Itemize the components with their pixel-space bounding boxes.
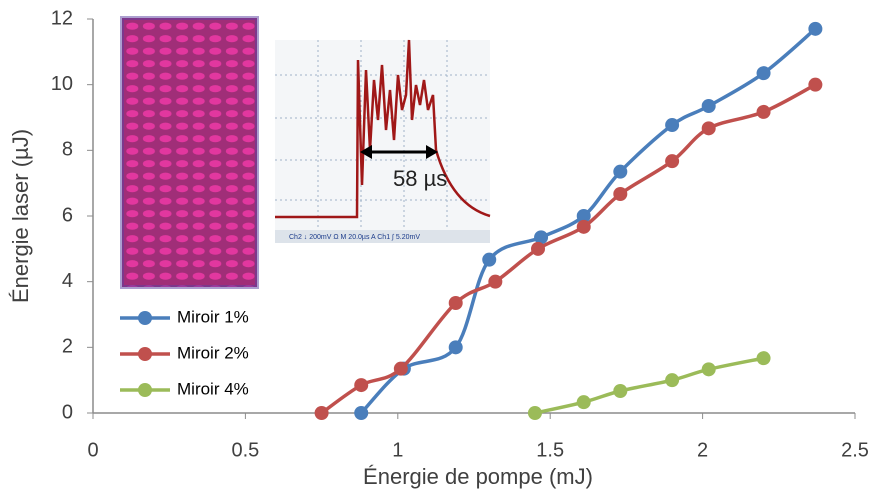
data-point: [448, 340, 463, 355]
y-tick-label: 4: [62, 270, 73, 292]
y-axis-title: Énergie laser (µJ): [8, 129, 33, 303]
y-tick-label: 2: [62, 336, 73, 358]
data-point: [393, 361, 408, 376]
y-tick-label: 0: [62, 401, 73, 423]
data-point: [808, 77, 823, 92]
data-point: [576, 209, 591, 223]
data-point: [701, 121, 716, 136]
data-point: [613, 384, 628, 399]
data-point: [701, 99, 716, 114]
legend-label: Miroir 4%: [177, 379, 249, 398]
data-point: [354, 406, 369, 420]
data-point: [314, 406, 329, 420]
data-point: [756, 66, 771, 81]
data-point: [808, 21, 823, 36]
data-point: [531, 241, 546, 256]
pulse-width-label: 58 µs: [393, 166, 447, 191]
y-tick-label: 6: [62, 204, 73, 226]
data-point: [534, 230, 549, 245]
scope-status: Ch2 ↓ 200mV Ω M 20.0µs A Ch1 ∫ 5.20mV: [289, 234, 420, 241]
legend-label: Miroir 1%: [177, 307, 249, 326]
data-point: [488, 274, 503, 289]
data-point: [756, 104, 771, 119]
x-tick-label: 0: [87, 439, 98, 461]
data-point: [354, 378, 369, 393]
data-point: [448, 296, 463, 311]
y-tick-label: 10: [51, 73, 73, 95]
x-tick-label: 1: [392, 439, 403, 461]
data-point: [756, 351, 771, 366]
data-point: [613, 164, 628, 179]
legend-label: Miroir 2%: [177, 343, 249, 362]
legend-swatch-marker: [138, 311, 152, 325]
x-tick-label: 0.5: [231, 439, 259, 461]
data-point: [665, 373, 680, 388]
data-point: [527, 406, 542, 420]
x-tick-label: 2: [697, 439, 708, 461]
x-axis-title: Énergie de pompe (mJ): [363, 464, 593, 489]
data-point: [576, 219, 591, 234]
y-tick-label: 8: [62, 139, 73, 161]
x-tick-label: 2.5: [841, 439, 869, 461]
data-point: [701, 362, 716, 377]
legend-swatch-marker: [138, 383, 152, 397]
x-tick-label: 1.5: [536, 439, 564, 461]
data-point: [613, 187, 628, 202]
data-point: [665, 118, 680, 133]
data-point: [482, 252, 497, 267]
data-point: [576, 395, 591, 410]
legend-swatch-marker: [138, 347, 152, 361]
series-line: [534, 356, 764, 415]
data-point: [665, 154, 680, 169]
oscilloscope-inset: Ch2 ↓ 200mV Ω M 20.0µs A Ch1 ∫ 5.20mV 58…: [275, 39, 491, 243]
beam-profile-inset: [120, 16, 259, 289]
y-tick-label: 12: [51, 7, 73, 29]
